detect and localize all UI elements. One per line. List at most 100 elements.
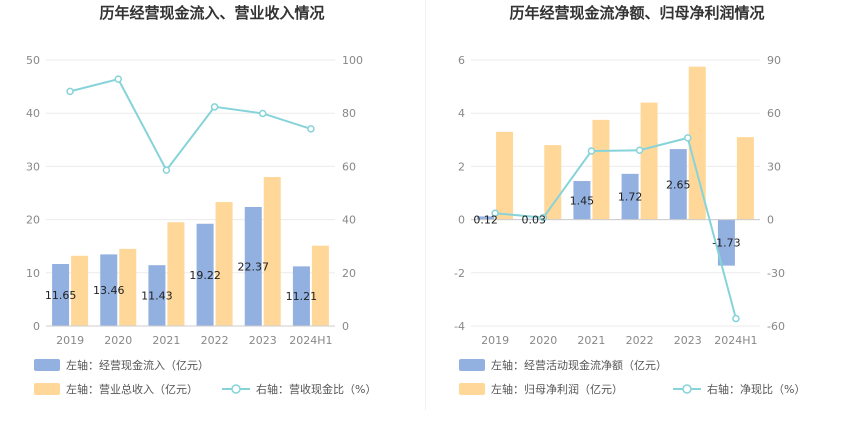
right-axis-tick: 90 [767, 54, 781, 67]
chart-title: 历年经营现金流净额、归母净利润情况 [509, 4, 764, 22]
bar-series-1 [244, 206, 262, 326]
legend-label-1: 左轴：经营现金流入（亿元） [66, 358, 209, 372]
line-point [259, 109, 267, 118]
data-label: 0.03 [522, 214, 547, 227]
left-axis-tick: -2 [454, 267, 465, 280]
legend-label-2: 左轴：归母净利润（亿元） [491, 382, 623, 396]
bar-series-1 [292, 266, 310, 326]
x-axis-tick: 2024H1 [289, 334, 332, 347]
right-axis-tick: 30 [767, 160, 781, 173]
legend-label-2: 左轴：营业总收入（亿元） [66, 382, 198, 396]
bar-series-1 [621, 173, 639, 220]
line-point [684, 134, 692, 142]
left-axis-tick: 6 [458, 54, 465, 67]
legend-line-marker [682, 384, 692, 394]
legend-label-1: 左轴：经营活动现金流净额（亿元） [491, 358, 667, 372]
x-axis-tick: 2020 [529, 334, 557, 347]
bar-series-2 [71, 255, 89, 326]
x-axis-tick: 2019 [56, 334, 84, 347]
bar-series-1 [573, 181, 591, 220]
bar-series-1 [717, 219, 735, 266]
left-axis-tick: 0 [33, 320, 40, 333]
line-series [494, 136, 737, 319]
legend-swatch-2 [34, 383, 60, 395]
bar-series-1 [196, 223, 214, 326]
right-axis-tick: 80 [342, 107, 356, 120]
bar-series-2 [640, 102, 658, 220]
data-label: 11.43 [141, 290, 173, 303]
x-axis-tick: 2019 [481, 334, 509, 347]
bar-series-2 [544, 145, 562, 220]
chart-panel-left: 历年经营现金流入、营业收入情况 0 0 10 20 20 40 30 60 40 80 50 100 20… [0, 0, 425, 437]
left-axis-tick: -4 [454, 320, 465, 333]
bar-series-1 [52, 264, 70, 326]
x-axis-tick: 2022 [201, 334, 229, 347]
data-label: -1.73 [712, 237, 740, 250]
legend-swatch-1 [459, 359, 485, 371]
bar-series-1 [100, 254, 118, 326]
line-point [114, 75, 122, 83]
legend-label-3: 右轴：净现比（%） [707, 382, 805, 396]
bar-series-2 [496, 131, 514, 220]
line-point [539, 213, 547, 222]
bar-series-2 [688, 66, 706, 220]
x-axis-tick: 2021 [152, 334, 180, 347]
x-axis-tick: 2022 [626, 334, 654, 347]
x-axis-tick: 2023 [674, 334, 702, 347]
bar-series-2 [215, 202, 233, 326]
right-axis-tick: 100 [342, 54, 363, 67]
right-axis-tick: 20 [342, 267, 356, 280]
bar-series-2 [263, 177, 281, 326]
legend-swatch-2 [459, 383, 485, 395]
left-axis-tick: 2 [458, 160, 465, 173]
legend-swatch-1 [34, 359, 60, 371]
legend-line-marker [231, 384, 241, 394]
right-axis-tick: 0 [767, 214, 774, 227]
data-label: 22.37 [238, 260, 270, 273]
bar-series-2 [119, 248, 137, 326]
line-point [587, 147, 596, 155]
left-axis-tick: 0 [458, 214, 465, 227]
panel-divider [425, 0, 426, 410]
left-axis-tick: 10 [26, 267, 40, 280]
left-axis-tick: 30 [26, 160, 40, 173]
bar-series-2 [592, 119, 610, 220]
chart-right: 历年经营现金流净额、归母净利润情况 -4 -60 -2 -30 0 0 2 30 4 60 6 90 20… [454, 4, 805, 396]
line-point [162, 166, 171, 174]
right-axis-tick: 60 [342, 160, 356, 173]
legend-label-3: 右轴：营收现金比（%） [256, 382, 376, 396]
left-axis-tick: 50 [26, 54, 40, 67]
bar-series-1 [148, 265, 166, 326]
right-axis-tick: 40 [342, 214, 356, 227]
left-axis-tick: 4 [458, 107, 465, 120]
left-axis-tick: 40 [26, 107, 40, 120]
data-label: 13.46 [93, 284, 125, 297]
data-label: 1.45 [570, 194, 595, 207]
x-axis-tick: 2024H1 [714, 334, 757, 347]
line-point [491, 209, 499, 217]
right-axis-tick: 60 [767, 107, 781, 120]
data-label: 2.65 [666, 178, 691, 191]
bar-series-1 [477, 216, 495, 220]
bar-series-2 [736, 137, 754, 220]
line-point [732, 314, 740, 323]
x-axis-tick: 2020 [104, 334, 132, 347]
right-axis-tick: 0 [342, 320, 349, 333]
x-axis-tick: 2021 [577, 334, 605, 347]
x-axis-tick: 2023 [249, 334, 277, 347]
line-point [210, 103, 219, 111]
data-label: 11.21 [286, 290, 318, 303]
data-label: 11.65 [45, 289, 77, 302]
line-series [69, 77, 312, 172]
chart-title: 历年经营现金流入、营业收入情况 [99, 4, 324, 22]
right-axis-tick: -30 [767, 267, 785, 280]
chart-panel-right: 历年经营现金流净额、归母净利润情况 -4 -60 -2 -30 0 0 2 30 4 60 6 90 20… [425, 0, 850, 437]
bar-series-2 [311, 245, 329, 326]
line-point [66, 87, 74, 96]
line-point [635, 146, 644, 155]
left-axis-tick: 20 [26, 214, 40, 227]
right-axis-tick: -60 [767, 320, 785, 333]
line-point [307, 125, 315, 133]
bar-series-2 [167, 222, 185, 326]
